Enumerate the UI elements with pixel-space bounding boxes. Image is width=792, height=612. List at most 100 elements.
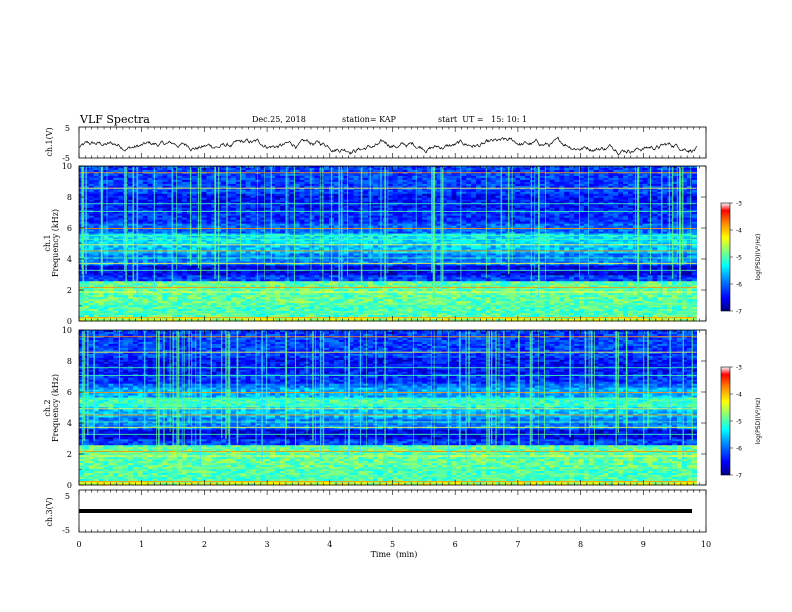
- spec-cell: [142, 166, 149, 169]
- spec-cell: [500, 173, 506, 177]
- spec-cell: [201, 173, 207, 177]
- spec-cell: [495, 167, 501, 171]
- spec-cell: [613, 175, 619, 179]
- spec-cell: [177, 169, 183, 173]
- spec-cell: [299, 167, 305, 171]
- spec-cell: [642, 173, 648, 177]
- spec-cell: [368, 167, 374, 171]
- spec-cell: [657, 166, 663, 169]
- spec-cell: [451, 173, 457, 177]
- spec-cell: [147, 166, 153, 169]
- spec-cell: [348, 167, 354, 171]
- spec-cell: [662, 167, 668, 171]
- spec-cell: [578, 166, 585, 169]
- spec-cell: [191, 166, 198, 169]
- ch1-ticks: [78, 127, 707, 158]
- spec-cell: [137, 177, 144, 181]
- spec-cell: [113, 175, 119, 179]
- spec-cell: [456, 169, 462, 173]
- spec-cell: [108, 166, 114, 169]
- spec-cell: [564, 167, 570, 171]
- spec-cell: [299, 175, 305, 179]
- spec-cell: [279, 167, 286, 171]
- spec-cell: [226, 177, 232, 181]
- spec-cell: [235, 175, 242, 179]
- spec-cell: [324, 173, 330, 177]
- spec-cell: [412, 173, 418, 177]
- spec-cell: [520, 173, 526, 177]
- spec-cell: [201, 169, 207, 173]
- spec-cell: [441, 177, 448, 181]
- spec-cell: [608, 173, 614, 177]
- spec-cell: [279, 177, 286, 181]
- spec-cell: [343, 177, 349, 181]
- spec-cell: [618, 166, 624, 169]
- spec-cell: [324, 175, 330, 179]
- spec-cell: [304, 166, 310, 169]
- spec-cell: [554, 173, 560, 177]
- spec-cell: [211, 175, 217, 179]
- spec-cell: [284, 166, 291, 169]
- spec-cell: [387, 167, 394, 171]
- spec-cell: [461, 166, 467, 169]
- spec-cell: [422, 177, 428, 181]
- spec-cell: [662, 169, 668, 173]
- spec-cell: [608, 169, 614, 173]
- spec-cell: [456, 166, 462, 169]
- spec-cell: [593, 166, 599, 169]
- spec-cell: [471, 173, 477, 177]
- spec-cell: [642, 166, 648, 169]
- spec-cell: [172, 177, 178, 181]
- spec-cell: [284, 177, 291, 181]
- spec-cell: [642, 167, 648, 171]
- spec-cell: [363, 177, 369, 181]
- spec-cell: [230, 166, 237, 169]
- spec-cell: [319, 173, 325, 177]
- spec-cell: [260, 175, 266, 179]
- spec-cell: [451, 167, 457, 171]
- spec-cell: [397, 167, 403, 171]
- spec-cell: [118, 166, 124, 169]
- ch1-waveform-line: [78, 136, 697, 156]
- spec-cell: [476, 169, 482, 173]
- spec-cell: [79, 167, 85, 171]
- spec-cell: [427, 173, 433, 177]
- spec-cell: [309, 167, 315, 171]
- spec-cell: [681, 167, 688, 171]
- spec-cell: [162, 167, 168, 171]
- spec-cell: [319, 169, 325, 173]
- spec-cell: [260, 167, 266, 171]
- spec-cell: [373, 177, 379, 181]
- spec-cell: [672, 169, 678, 173]
- spec-cell: [118, 167, 124, 171]
- spec-cell: [157, 173, 163, 177]
- spec-cell: [534, 175, 541, 179]
- spec-cell: [324, 166, 330, 169]
- spec-cell: [255, 175, 261, 179]
- spec-cell: [245, 175, 251, 179]
- spec-cell: [255, 166, 261, 169]
- spec-cell: [436, 175, 443, 179]
- spec-cell: [142, 173, 149, 177]
- spec-cell: [412, 167, 418, 171]
- spec-cell: [515, 173, 521, 177]
- spec-cell: [186, 173, 193, 177]
- spec-cell: [637, 166, 644, 169]
- spec-cell: [250, 175, 256, 179]
- spec-cell: [93, 175, 99, 179]
- spec-cell: [181, 175, 188, 179]
- spec-cell: [108, 177, 114, 181]
- spec-cell: [265, 169, 271, 173]
- spec-cell: [343, 173, 349, 177]
- spec-cell: [392, 169, 398, 173]
- spec-cell: [93, 166, 99, 169]
- spec-cell: [113, 173, 119, 177]
- spec-cell: [623, 173, 629, 177]
- spec-cell: [279, 175, 286, 179]
- spec-cell: [627, 167, 634, 171]
- spec-cell: [495, 173, 501, 177]
- spec-cell: [177, 175, 183, 179]
- spec-cell: [167, 166, 173, 169]
- spec-cell: [441, 166, 448, 169]
- spec-cell: [456, 177, 462, 181]
